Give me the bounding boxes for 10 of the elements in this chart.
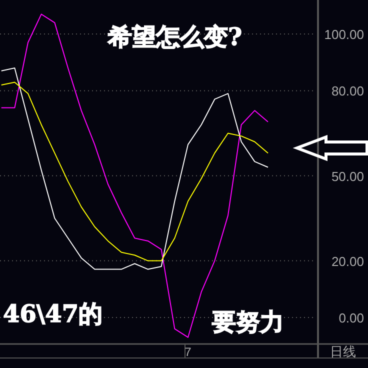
text: 日线 <box>330 344 356 359</box>
y-tick-label: 50.00 <box>331 168 364 184</box>
annotation: 要努力 <box>211 307 284 336</box>
annotation: 46\47的 <box>3 299 103 328</box>
x-tick-label: 7 <box>184 345 192 359</box>
y-tick-label: 0.00 <box>338 310 364 326</box>
text: 希望怎么变? <box>106 22 242 51</box>
y-tick-label: 80.00 <box>331 84 364 99</box>
y-tick-label: 20.00 <box>331 254 364 269</box>
y-tick-label: 100.00 <box>324 27 364 42</box>
